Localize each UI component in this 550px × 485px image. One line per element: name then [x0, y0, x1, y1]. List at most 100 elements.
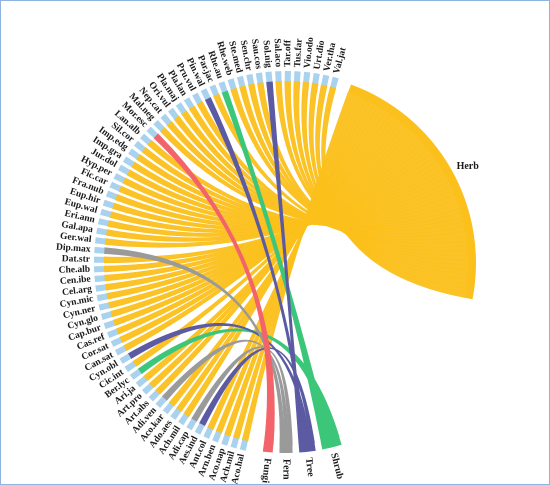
species-arc-Ach.mil	[230, 437, 239, 449]
species-arc-Gal.apa	[96, 227, 108, 236]
ribbon-Val.jat-Herb	[321, 86, 466, 298]
species-arc-Fra.nub	[105, 190, 118, 200]
group-arc-Fern	[279, 444, 293, 454]
ribbons-layer	[103, 80, 469, 446]
ribbon-Vio.odo-Herb	[301, 81, 468, 284]
species-arc-Ori.vul	[168, 107, 179, 120]
species-label: Sol.nig	[261, 40, 273, 69]
species-arc-Eup.hir	[102, 199, 115, 209]
ribbon-Par.jac-Herb	[213, 93, 468, 248]
species-arc-Pla.lan	[183, 97, 195, 109]
ribbon-Mal.neg-Herb	[159, 126, 463, 230]
species-arc-Arn.ben	[212, 431, 222, 443]
arcs-layer	[94, 71, 476, 454]
species-label: Cen.ibe	[60, 275, 92, 288]
species-arc-Imp.gra	[122, 156, 135, 167]
group-label-Herb: Herb	[457, 161, 480, 172]
species-arc-Cor.sat	[110, 337, 123, 347]
species-arc-Par.jac	[209, 84, 219, 97]
species-arc-Hyp.per	[113, 173, 126, 183]
species-arc-Ber.lyc	[129, 369, 142, 380]
species-arc-Sil.cor	[133, 140, 146, 152]
species-arc-Vio.odo	[303, 71, 311, 83]
species-arc-Sal.aco	[275, 71, 282, 82]
labels-layer: Aco.halAch.milAco.napArn.benAnt.colAes.i…	[56, 37, 480, 484]
species-arc-Imp.edg	[128, 148, 140, 160]
ribbon-Sal.aco-Herb	[275, 80, 469, 270]
ribbon-Pin.wal-Tree	[204, 97, 307, 445]
species-arc-Ste.med	[236, 75, 246, 87]
ribbon-Tar.off-Herb	[284, 80, 469, 275]
species-arc-Ari.ja	[135, 376, 148, 388]
species-arc-Art.pro	[142, 383, 154, 395]
ribbon-Sen.chr-Herb	[248, 83, 469, 260]
species-arc-Mor.esc	[146, 126, 158, 138]
species-arc-Tar.off	[284, 71, 291, 82]
species-arc-Tus.far	[294, 71, 301, 82]
species-arc-Jur.dol	[118, 164, 130, 175]
ribbon-Cyn.mic-Herb	[106, 138, 423, 300]
ribbon-Che.alb-Herb	[103, 149, 432, 273]
species-arc-Cyn.glo	[100, 311, 113, 320]
species-arc-Rhe.web	[227, 78, 237, 90]
species-label: Sal.aco	[272, 38, 283, 67]
species-arc-Sen.chr	[246, 74, 255, 85]
species-label: Tar.off	[283, 39, 293, 67]
species-label: Tus.far	[293, 37, 305, 67]
species-arc-Sol.nig	[265, 71, 273, 82]
species-label: Cel.arg	[62, 284, 93, 298]
species-label: Dip.max	[56, 243, 91, 255]
ribbon-Cyn.obl-Tree	[127, 323, 311, 445]
group-arc-Fungi	[262, 443, 274, 453]
group-label-Fern: Fern	[281, 459, 292, 480]
ribbon-Art.abs-Herb	[155, 108, 387, 395]
species-arc-Cyn.obl	[119, 353, 132, 364]
ribbon-Sol.nig-Tree	[266, 81, 304, 445]
group-arc-Shrub	[320, 437, 342, 450]
species-label: Urt.dio	[313, 40, 328, 71]
ribbon-Ach.mil-Herb	[183, 101, 375, 418]
species-arc-Fic.car	[109, 181, 122, 192]
species-arc-Cen.ibe	[94, 275, 105, 283]
species-arc-Ado.aes	[170, 408, 182, 420]
group-arc-Herb	[348, 84, 476, 300]
group-label-Shrub: Shrub	[328, 452, 345, 481]
ribbon-Hyp.per-Herb	[122, 177, 454, 226]
species-label: Ger.wal	[59, 231, 92, 245]
species-arc-Pin.wal	[200, 88, 211, 100]
species-arc-Nep.cat	[160, 113, 172, 126]
ribbon-Adi.ven-Fern	[161, 339, 289, 446]
species-arc-Rhe.au	[218, 81, 228, 93]
ribbon-Eup.wal-Herb	[109, 168, 445, 233]
species-arc-Val.jat	[330, 76, 339, 88]
species-arc-Aes.ind	[194, 423, 205, 435]
species-arc-Ach.mil	[178, 413, 189, 426]
ribbon-Eup.hir-Herb	[111, 172, 448, 230]
species-arc-Cel.arg	[95, 284, 106, 292]
species-arc-Aco.kar	[162, 402, 174, 415]
species-arc-Lan.alb	[140, 133, 152, 145]
species-arc-Sau.cos	[255, 72, 264, 84]
species-arc-Adi.cap	[186, 418, 197, 431]
species-arc-Adi.ven	[155, 396, 167, 408]
species-arc-Can.sat	[114, 345, 127, 356]
ribbon-Dip.max-Fern	[103, 247, 285, 446]
species-arc-Ger.wal	[95, 237, 106, 245]
species-arc-Aco.nap	[221, 434, 231, 446]
ribbon-Nep.cat-Herb	[166, 121, 464, 232]
species-arc-Pla.maj	[175, 102, 187, 114]
ribbon-Imp.gra-Herb	[130, 161, 457, 225]
group-label-Tree: Tree	[303, 457, 316, 478]
species-label: Vio.odo	[303, 37, 316, 69]
ribbon-Cyn.glo-Herb	[110, 131, 417, 318]
species-arc-Cas.ref	[107, 328, 119, 339]
species-arc-Art.abs	[148, 390, 160, 402]
species-label: Che.alb	[59, 265, 91, 276]
species-arc-Cyn.ner	[98, 302, 110, 311]
species-arc-Ant.col	[203, 427, 213, 439]
species-arc-Aco.hal	[239, 439, 248, 451]
group-label-Fungi: Fungi	[260, 458, 273, 484]
species-arc-Urt.dio	[312, 73, 320, 84]
species-arc-Cap.bur	[103, 320, 116, 330]
